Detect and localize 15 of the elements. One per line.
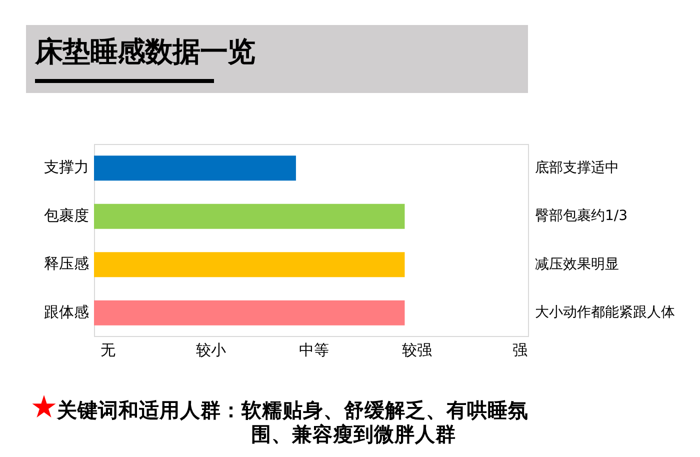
text: 减压效果明显 [535,256,619,272]
y-tick-label: 支撑力 [44,158,89,176]
y-tick-label: 释压感 [44,254,89,273]
text: 底部支撑适中 [535,160,619,176]
text: 无 [100,341,116,359]
text: 关键词和适用人群：软糯贴身、舒缓解乏、有哄睡氛围、兼容瘦到微胖人群 [57,398,530,446]
y-tick-label: 包裹度 [44,206,89,224]
text: 大小动作都能紧跟人体 [535,304,675,321]
y-tick-label: 跟体感 [44,302,89,321]
text: 强 [512,341,528,359]
chart-title: 床垫睡感数据一览 [35,35,255,69]
text: 中等 [299,341,329,359]
text: 较小 [196,341,226,359]
text: 臀部包裹约1/3 [535,208,628,224]
text: 较强 [402,341,432,359]
